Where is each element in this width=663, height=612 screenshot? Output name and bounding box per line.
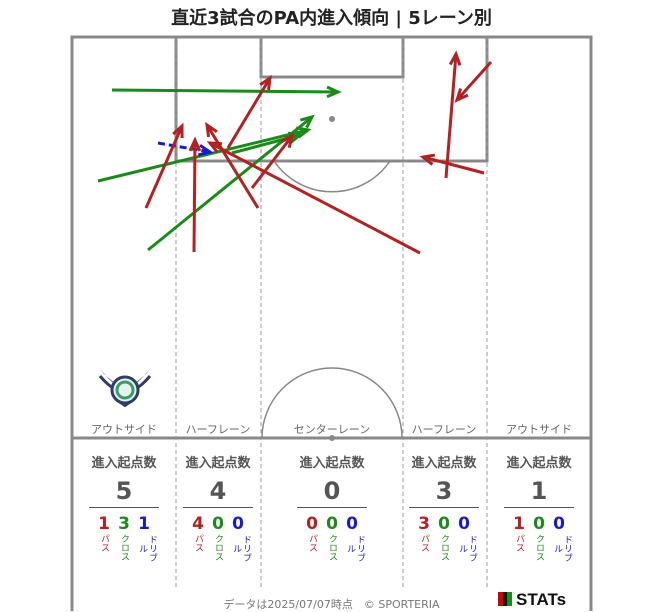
pass-label: パス bbox=[419, 534, 429, 552]
divider bbox=[409, 507, 479, 508]
pass-count: 1 bbox=[513, 514, 525, 534]
entry-breakdown: 1 パス 0 クロス 0 ドリブル bbox=[494, 514, 584, 562]
pass-arrow bbox=[188, 136, 202, 253]
lane-label-outside-left: アウトサイド bbox=[91, 423, 157, 436]
entry-count-total: 3 bbox=[435, 477, 453, 505]
cross-count: 0 bbox=[438, 514, 450, 534]
lane-stats-outside-left: 進入起点数 5 1 パス 3 クロス 1 ドリブル bbox=[79, 452, 169, 562]
dribble-count: 0 bbox=[346, 514, 358, 534]
pass-count: 4 bbox=[192, 514, 204, 534]
pass-count: 3 bbox=[418, 514, 430, 534]
entry-count-header: 進入起点数 bbox=[411, 456, 477, 471]
lane-label-halfspace-left: ハーフレーン bbox=[185, 423, 251, 436]
entry-count-total: 0 bbox=[323, 477, 341, 505]
goal-area bbox=[259, 35, 405, 79]
cross-arrow bbox=[111, 85, 342, 99]
center-circle bbox=[261, 367, 403, 439]
entry-count-header: 進入起点数 bbox=[506, 456, 572, 471]
lane-stats-halfspace-right: 進入起点数 3 3 パス 0 クロス 0 ドリブル bbox=[399, 452, 489, 562]
dribble-arrow bbox=[157, 141, 214, 157]
pass-arrow bbox=[419, 153, 485, 175]
entry-breakdown: 1 パス 3 クロス 1 ドリブル bbox=[79, 514, 169, 562]
lane-label-center: センターレーン bbox=[293, 423, 371, 436]
entry-count-total: 1 bbox=[530, 477, 548, 505]
cross-count: 3 bbox=[118, 514, 130, 534]
dribble-label: ドリブル bbox=[552, 535, 572, 562]
cross-count: 0 bbox=[533, 514, 545, 534]
pass-arrow bbox=[206, 141, 421, 255]
pass-label: パス bbox=[307, 534, 317, 552]
chart-title: 直近3試合のPA内進入傾向 | 5レーン別 bbox=[171, 8, 492, 29]
dribble-count: 1 bbox=[138, 514, 150, 534]
pass-label: パス bbox=[99, 534, 109, 552]
cross-count: 0 bbox=[212, 514, 224, 534]
divider bbox=[89, 507, 159, 508]
entry-count-total: 4 bbox=[209, 477, 227, 505]
lane-label-halfspace-right: ハーフレーン bbox=[411, 423, 477, 436]
entry-breakdown: 4 パス 0 クロス 0 ドリブル bbox=[173, 514, 263, 562]
dribble-label: ドリブル bbox=[137, 535, 157, 562]
cross-label: クロス bbox=[119, 534, 129, 561]
penalty-arc bbox=[273, 160, 391, 193]
entry-arrows-layer bbox=[97, 50, 493, 255]
cross-label: クロス bbox=[439, 534, 449, 561]
entry-count-header: 進入起点数 bbox=[91, 456, 157, 471]
lane-stats-center: 進入起点数 0 0 パス 0 クロス 0 ドリブル bbox=[287, 452, 377, 562]
lane-stats-outside-right: 進入起点数 1 1 パス 0 クロス 0 ドリブル bbox=[494, 452, 584, 562]
divider bbox=[183, 507, 253, 508]
pass-arrow bbox=[205, 121, 260, 209]
dribble-label: ドリブル bbox=[345, 535, 365, 562]
stats-logo-icon bbox=[498, 592, 512, 606]
pass-count: 1 bbox=[98, 514, 110, 534]
dribble-label: ドリブル bbox=[231, 535, 251, 562]
footer-note: データは2025/07/07時点 © SPORTERIA bbox=[223, 598, 440, 611]
entry-breakdown: 0 パス 0 クロス 0 ドリブル bbox=[287, 514, 377, 562]
pass-arrow bbox=[144, 122, 184, 209]
team-crest-icon bbox=[98, 366, 152, 408]
pass-arrow bbox=[454, 60, 493, 103]
brand-logo: STATs bbox=[498, 590, 566, 610]
dribble-count: 0 bbox=[553, 514, 565, 534]
entry-count-header: 進入起点数 bbox=[299, 456, 365, 471]
entry-count-total: 5 bbox=[115, 477, 133, 505]
cross-count: 0 bbox=[326, 514, 338, 534]
brand-text: STATs bbox=[516, 590, 567, 609]
cross-label: クロス bbox=[534, 534, 544, 561]
cross-label: クロス bbox=[327, 534, 337, 561]
cross-label: クロス bbox=[213, 534, 223, 561]
pass-label: パス bbox=[514, 534, 524, 552]
penalty-spot bbox=[329, 116, 335, 122]
lane-stats-halfspace-left: 進入起点数 4 4 パス 0 クロス 0 ドリブル bbox=[173, 452, 263, 562]
pass-arrow bbox=[226, 74, 272, 149]
entry-breakdown: 3 パス 0 クロス 0 ドリブル bbox=[399, 514, 489, 562]
pass-count: 0 bbox=[306, 514, 318, 534]
pass-label: パス bbox=[193, 534, 203, 552]
penalty-area bbox=[174, 35, 489, 163]
dribble-count: 0 bbox=[458, 514, 470, 534]
divider bbox=[504, 507, 574, 508]
pass-arrow bbox=[250, 133, 295, 189]
entry-count-header: 進入起点数 bbox=[185, 456, 251, 471]
center-spot bbox=[329, 435, 335, 441]
pass-arrow bbox=[444, 50, 462, 179]
lane-label-outside-right: アウトサイド bbox=[506, 423, 572, 436]
dribble-label: ドリブル bbox=[457, 535, 477, 562]
divider bbox=[297, 507, 367, 508]
dribble-count: 0 bbox=[232, 514, 244, 534]
